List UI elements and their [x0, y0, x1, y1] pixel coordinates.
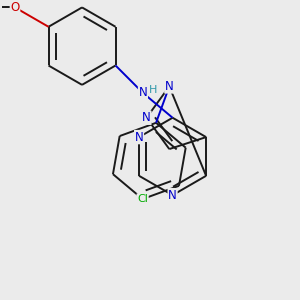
- Text: N: N: [139, 86, 147, 99]
- Text: O: O: [11, 1, 20, 14]
- Text: H: H: [149, 85, 158, 95]
- Text: Cl: Cl: [137, 194, 148, 204]
- Text: N: N: [168, 189, 177, 202]
- Text: N: N: [142, 111, 151, 124]
- Text: N: N: [165, 80, 174, 93]
- Text: N: N: [135, 130, 143, 144]
